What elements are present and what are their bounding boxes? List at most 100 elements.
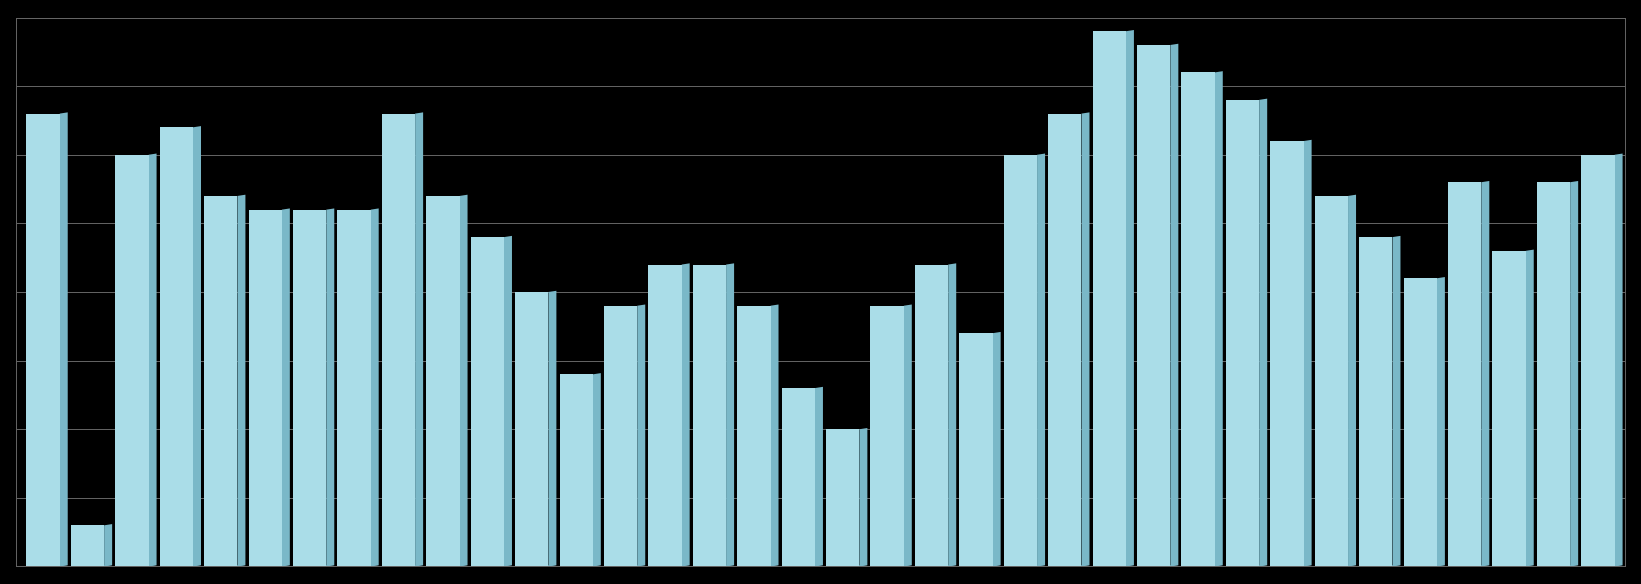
Polygon shape: [725, 263, 734, 566]
Polygon shape: [560, 565, 601, 566]
Bar: [26, 113, 59, 566]
Bar: [471, 237, 504, 566]
Polygon shape: [459, 194, 468, 566]
Polygon shape: [592, 373, 601, 566]
Bar: [693, 265, 725, 566]
Polygon shape: [781, 565, 822, 566]
Polygon shape: [916, 565, 957, 566]
Polygon shape: [471, 565, 512, 566]
Polygon shape: [1170, 44, 1178, 566]
Polygon shape: [648, 565, 689, 566]
Bar: [159, 127, 194, 566]
Bar: [427, 196, 459, 566]
Polygon shape: [1393, 236, 1400, 566]
Bar: [1226, 100, 1259, 566]
Polygon shape: [960, 565, 1001, 566]
Polygon shape: [1482, 181, 1490, 566]
Polygon shape: [294, 565, 335, 566]
Bar: [560, 374, 592, 566]
Polygon shape: [103, 524, 112, 566]
Polygon shape: [382, 565, 423, 566]
Bar: [960, 333, 993, 566]
Bar: [1270, 141, 1303, 566]
Bar: [338, 210, 371, 566]
Polygon shape: [904, 304, 912, 566]
Polygon shape: [1447, 565, 1490, 566]
Bar: [248, 210, 282, 566]
Bar: [203, 196, 238, 566]
Bar: [1182, 72, 1214, 566]
Polygon shape: [248, 565, 290, 566]
Polygon shape: [993, 332, 1001, 566]
Bar: [382, 113, 415, 566]
Polygon shape: [1359, 565, 1400, 566]
Polygon shape: [1081, 112, 1090, 566]
Polygon shape: [1492, 565, 1534, 566]
Bar: [1049, 113, 1081, 566]
Bar: [916, 265, 948, 566]
Polygon shape: [1438, 277, 1444, 566]
Polygon shape: [637, 304, 645, 566]
Bar: [1538, 182, 1570, 566]
Polygon shape: [870, 565, 912, 566]
Bar: [825, 429, 860, 566]
Polygon shape: [548, 291, 556, 566]
Polygon shape: [1314, 565, 1355, 566]
Polygon shape: [1538, 565, 1579, 566]
Polygon shape: [1004, 565, 1045, 566]
Polygon shape: [1093, 565, 1134, 566]
Polygon shape: [282, 208, 290, 566]
Bar: [1492, 251, 1526, 566]
Polygon shape: [948, 263, 957, 566]
Bar: [648, 265, 681, 566]
Polygon shape: [371, 208, 379, 566]
Polygon shape: [194, 126, 200, 566]
Polygon shape: [1347, 194, 1355, 566]
Polygon shape: [1526, 249, 1534, 566]
Bar: [515, 292, 548, 566]
Polygon shape: [825, 565, 868, 566]
Bar: [1582, 155, 1615, 566]
Polygon shape: [327, 208, 335, 566]
Polygon shape: [203, 565, 246, 566]
Polygon shape: [504, 236, 512, 566]
Polygon shape: [771, 304, 778, 566]
Bar: [781, 388, 816, 566]
Bar: [604, 305, 637, 566]
Polygon shape: [59, 112, 67, 566]
Bar: [1403, 278, 1438, 566]
Bar: [1093, 31, 1126, 566]
Polygon shape: [693, 565, 734, 566]
Polygon shape: [1303, 140, 1311, 566]
Polygon shape: [26, 565, 67, 566]
Polygon shape: [1214, 71, 1223, 566]
Polygon shape: [1226, 565, 1267, 566]
Bar: [115, 155, 149, 566]
Bar: [1359, 237, 1393, 566]
Polygon shape: [415, 112, 423, 566]
Bar: [1314, 196, 1347, 566]
Polygon shape: [427, 565, 468, 566]
Polygon shape: [681, 263, 689, 566]
Polygon shape: [1037, 154, 1045, 566]
Polygon shape: [115, 565, 156, 566]
Polygon shape: [71, 565, 112, 566]
Polygon shape: [238, 194, 246, 566]
Bar: [1137, 45, 1170, 566]
Polygon shape: [338, 565, 379, 566]
Bar: [870, 305, 904, 566]
Polygon shape: [149, 154, 156, 566]
Polygon shape: [604, 565, 645, 566]
Bar: [1004, 155, 1037, 566]
Polygon shape: [1615, 154, 1623, 566]
Polygon shape: [860, 428, 868, 566]
Polygon shape: [1049, 565, 1090, 566]
Polygon shape: [1570, 181, 1579, 566]
Polygon shape: [1403, 565, 1444, 566]
Polygon shape: [1126, 30, 1134, 566]
Polygon shape: [1582, 565, 1623, 566]
Polygon shape: [737, 565, 778, 566]
Polygon shape: [515, 565, 556, 566]
Polygon shape: [816, 387, 822, 566]
Bar: [1447, 182, 1482, 566]
